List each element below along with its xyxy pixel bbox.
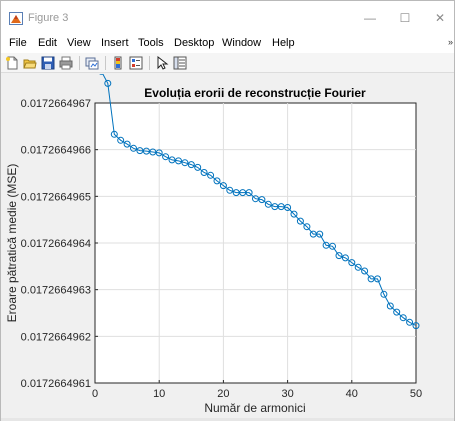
x-tick-label: 40 [346, 388, 358, 400]
data-point [130, 144, 137, 152]
x-axis-ticks: 0 10 20 30 40 50 [92, 380, 422, 400]
data-point [252, 195, 259, 203]
matlab-figure-icon [9, 12, 23, 25]
data-point [258, 196, 266, 204]
data-point [322, 241, 330, 249]
menu-view[interactable]: View [67, 37, 91, 49]
y-tick-label: 0.0172664963 [21, 285, 91, 297]
toolbar-separator [149, 56, 150, 70]
menu-tools[interactable]: Tools [138, 37, 164, 49]
data-point [335, 252, 343, 260]
data-point [155, 149, 163, 157]
legend-icon[interactable] [129, 56, 143, 70]
edit-plot-arrow-icon[interactable] [155, 56, 169, 70]
y-tick-label: 0.0172664966 [21, 145, 91, 157]
y-tick-label: 0.0172664965 [21, 191, 91, 203]
menu-help[interactable]: Help [272, 37, 295, 49]
link-plot-icon[interactable] [85, 56, 99, 70]
save-icon[interactable] [41, 56, 55, 70]
x-axis-label: Număr de armonici [204, 401, 305, 415]
colorbar-icon[interactable] [111, 56, 125, 70]
close-button[interactable]: ✕ [425, 7, 455, 29]
data-point [245, 189, 253, 197]
menu-overflow-icon[interactable]: » [448, 37, 454, 47]
data-point [406, 318, 414, 326]
minimize-button[interactable]: — [355, 7, 385, 29]
data-point [380, 290, 388, 298]
close-icon: ✕ [434, 11, 446, 25]
x-tick-label: 30 [281, 388, 293, 400]
y-tick-label: 0.0172664962 [21, 331, 91, 343]
menu-insert[interactable]: Insert [101, 37, 129, 49]
menu-edit[interactable]: Edit [38, 37, 57, 49]
series-markers [97, 67, 420, 330]
data-point [117, 136, 125, 144]
data-point [264, 200, 272, 208]
data-point [329, 242, 336, 250]
data-point [412, 322, 420, 330]
data-point [200, 169, 208, 176]
menu-desktop[interactable]: Desktop [174, 37, 215, 49]
data-point [361, 267, 369, 275]
new-figure-icon[interactable] [5, 56, 19, 70]
y-tick-label: 0.0172664964 [21, 238, 91, 250]
data-point [290, 210, 298, 218]
y-axis-ticks: 0.0172664961 0.0172664962 0.0172664963 0.01… [21, 98, 98, 390]
menu-file[interactable]: File [9, 37, 27, 49]
data-point [341, 254, 349, 262]
data-point [175, 157, 182, 165]
x-tick-label: 20 [217, 388, 229, 400]
data-point [386, 302, 394, 310]
data-point [348, 259, 356, 267]
window-title: Figure 3 [28, 12, 69, 24]
menu-bar: File Edit View Insert Tools Desktop Wind… [1, 35, 454, 53]
minimize-icon: — [364, 11, 376, 25]
data-point [303, 223, 311, 231]
data-point [207, 171, 215, 179]
status-divider [1, 418, 454, 421]
x-tick-label: 50 [410, 388, 422, 400]
mse-line-chart[interactable]: Evoluția erorii de reconstrucție Fourier… [1, 67, 454, 418]
print-icon[interactable] [59, 56, 73, 70]
chart-title: Evoluția erorii de reconstrucție Fourier [144, 86, 366, 100]
toolbar-separator [105, 56, 106, 70]
maximize-button[interactable]: ☐ [390, 7, 420, 29]
figure-toolbar [1, 53, 454, 73]
data-point [168, 156, 176, 164]
data-point [393, 308, 401, 316]
data-point [136, 147, 144, 155]
maximize-icon: ☐ [399, 11, 411, 25]
data-point [181, 159, 189, 167]
data-point [284, 204, 292, 211]
toolbar-separator [79, 56, 80, 70]
title-bar[interactable]: Figure 3 — ☐ ✕ [1, 1, 454, 35]
y-axis-label: Eroare pătratică medie (MSE) [5, 164, 19, 323]
data-point [296, 217, 304, 225]
data-point [354, 263, 362, 271]
data-point [226, 186, 234, 194]
menu-window[interactable]: Window [222, 37, 262, 49]
data-point [149, 148, 157, 156]
data-point [110, 130, 118, 138]
x-tick-label: 0 [92, 388, 98, 400]
data-point [104, 79, 112, 87]
open-file-icon[interactable] [23, 56, 37, 70]
x-tick-label: 10 [153, 388, 165, 400]
data-point [162, 153, 170, 161]
data-point [187, 161, 195, 169]
data-point [142, 147, 150, 155]
data-point [277, 203, 285, 211]
data-point [213, 177, 221, 185]
data-point [219, 182, 227, 190]
y-tick-label: 0.0172664967 [21, 98, 91, 110]
data-point [194, 163, 202, 171]
property-inspector-icon[interactable] [173, 56, 187, 70]
figure-canvas: Evoluția erorii de reconstrucție Fourier… [1, 67, 454, 421]
y-tick-label: 0.0172664961 [21, 378, 91, 390]
data-point [123, 140, 131, 148]
data-point [374, 275, 381, 283]
data-point [316, 230, 324, 238]
data-point [399, 314, 407, 322]
